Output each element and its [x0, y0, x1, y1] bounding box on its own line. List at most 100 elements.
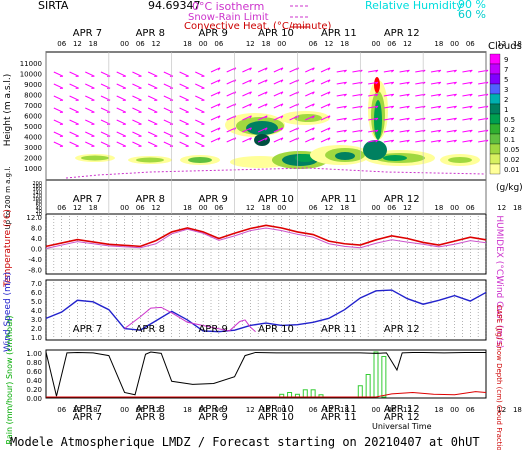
wind-arrow — [462, 93, 473, 97]
colorbar-swatch — [489, 123, 501, 135]
wind-arrow — [368, 129, 379, 133]
hour-tick-label: 00 — [120, 204, 129, 212]
wind-arrow-head — [406, 105, 410, 109]
hour-tick-label: 06 — [466, 406, 475, 414]
wind-arrow — [289, 127, 299, 133]
wind-arrow — [210, 91, 221, 97]
temperature-tick-label: -8.0 — [28, 267, 42, 275]
wind-arrow — [226, 137, 236, 143]
wind-arrow — [179, 95, 189, 101]
wind-arrow-head — [453, 81, 457, 85]
wind-arrow — [179, 119, 189, 125]
wind-speed-axis-label: Wind Speed (m/s) — [3, 272, 13, 352]
wind-arrow — [273, 127, 284, 133]
wind-arrow — [289, 91, 299, 97]
hour-tick-label: 18 — [513, 406, 522, 414]
day-label: APR 8 — [136, 412, 165, 423]
wind-arrow-head — [375, 105, 379, 109]
wind-arrow-head — [265, 91, 268, 95]
colorbar-swatch — [489, 73, 501, 85]
wind-arrow-head — [280, 115, 284, 119]
wind-arrow — [415, 139, 426, 143]
wind-arrow — [210, 79, 221, 85]
colorbar-label: 0.2 — [504, 126, 515, 134]
wind-arrow — [100, 131, 111, 137]
wind-arrow — [446, 81, 457, 85]
colorbar-swatch — [489, 83, 501, 95]
wind-arrow — [179, 131, 189, 137]
wind-arrow — [336, 139, 347, 143]
wind-arrow-head — [391, 129, 395, 133]
colorbar-swatch — [489, 93, 501, 105]
hour-tick-label: 06 — [214, 40, 223, 48]
wind-arrow — [257, 127, 268, 133]
hour-tick-label: 06 — [309, 406, 318, 414]
day-label: APR 8 — [136, 194, 165, 205]
wind-arrow-head — [280, 91, 284, 95]
wind-arrow — [383, 81, 394, 85]
wind-arrow — [273, 137, 284, 143]
hour-tick-label: 06 — [57, 406, 66, 414]
wind-arrow — [257, 67, 268, 73]
wind-arrow — [289, 103, 299, 109]
rain-tick-label: 0.00 — [26, 395, 42, 403]
series-line-cloud-fraction — [45, 351, 486, 397]
colorbar-label: 0.05 — [504, 146, 520, 154]
hour-tick-label: 06 — [466, 40, 475, 48]
wind-arrow — [336, 81, 347, 85]
hour-tick-label: 18 — [340, 204, 349, 212]
wind-arrow — [116, 131, 126, 137]
wind-arrow — [352, 117, 363, 121]
hour-tick-label: 06 — [57, 40, 66, 48]
hour-tick-label: 12 — [403, 40, 412, 48]
wind-arrow — [305, 127, 315, 133]
isotherm-line — [65, 167, 487, 179]
hour-tick-label: 12 — [324, 40, 333, 48]
wind-arrow-head — [469, 105, 473, 109]
colorbar-swatch — [489, 63, 501, 75]
day-label: APR 12 — [384, 404, 420, 415]
wind-arrow — [446, 93, 457, 97]
wind-tick-label: 4.0 — [31, 307, 42, 315]
day-label: APR 11 — [321, 404, 357, 415]
wind-arrow — [336, 93, 347, 97]
wind-arrow-head — [453, 117, 457, 121]
wind-arrow — [147, 95, 158, 101]
wind-arrow — [85, 71, 95, 77]
wind-arrow-head — [391, 139, 395, 143]
wind-arrow — [289, 115, 299, 121]
wind-arrow — [383, 139, 394, 143]
hour-tick-label: 00 — [372, 406, 381, 414]
hour-tick-label: 00 — [450, 204, 459, 212]
wind-arrow — [305, 137, 315, 143]
wind-arrow — [179, 107, 189, 113]
wind-arrow — [320, 137, 331, 143]
wind-arrow-head — [438, 93, 442, 97]
wind-arrow — [210, 127, 221, 133]
wind-arrow-head — [391, 117, 395, 121]
wind-arrow — [100, 141, 111, 147]
wind-arrow-head — [375, 139, 379, 143]
series-line-temperature — [45, 224, 487, 248]
wind-tick-label: 3.0 — [31, 316, 42, 324]
height-tick-label: 10000 — [20, 71, 42, 79]
rain-tick-label: 1.00 — [26, 350, 42, 358]
hour-tick-label: 12 — [403, 204, 412, 212]
wind-arrow — [195, 71, 205, 77]
hour-tick-label: 12 — [152, 406, 161, 414]
wind-arrow — [100, 95, 111, 101]
wind-arrow — [53, 141, 64, 147]
temperature-tick-label: 12.0 — [26, 214, 42, 222]
hour-tick-label: 00 — [199, 204, 208, 212]
hour-tick-label: 18 — [89, 406, 98, 414]
isotherm-legend: 0°C isotherm — [192, 0, 264, 13]
day-label: APR 11 — [321, 194, 357, 205]
wind-arrow — [383, 69, 394, 73]
wind-arrow-head — [343, 105, 347, 109]
hour-tick-label: 12 — [152, 204, 161, 212]
wind-arrow — [368, 105, 379, 109]
wind-arrow — [163, 71, 174, 77]
wind-arrow-head — [249, 137, 252, 141]
rh-legend-60: 60 % — [458, 8, 486, 21]
wind-arrow — [147, 119, 158, 125]
